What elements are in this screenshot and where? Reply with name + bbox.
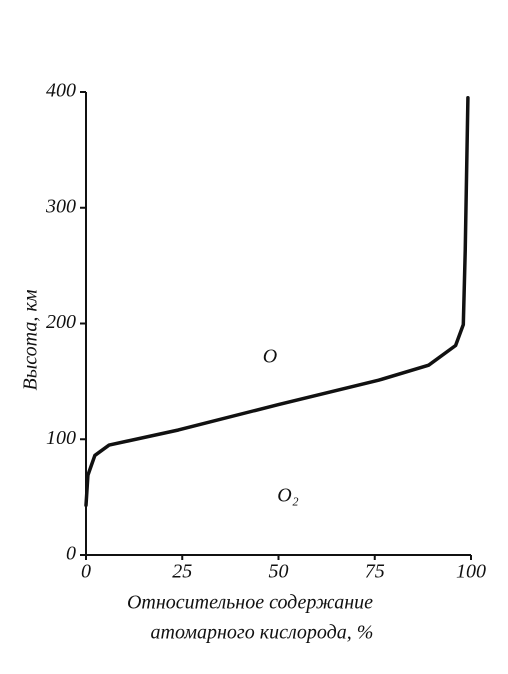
annotation: O [263,346,277,368]
x-tick-label: 0 [81,561,91,583]
y-tick-label: 100 [46,427,76,449]
y-tick-label: 400 [46,80,76,102]
x-tick-label: 75 [365,561,385,583]
x-axis-label: атомарного кислорода, % [151,622,374,644]
x-tick-label: 50 [269,561,289,583]
annotation: O₂ [277,485,298,507]
data-line [84,96,470,507]
y-tick-label: 0 [66,543,76,565]
y-tick-label: 300 [45,195,76,217]
x-tick-label: 100 [456,561,486,583]
x-tick-label: 25 [172,561,192,583]
y-tick-label: 200 [46,311,76,333]
y-axis-label: Высота, км [20,289,42,390]
x-axis-label: Относительное содержание [127,592,373,614]
